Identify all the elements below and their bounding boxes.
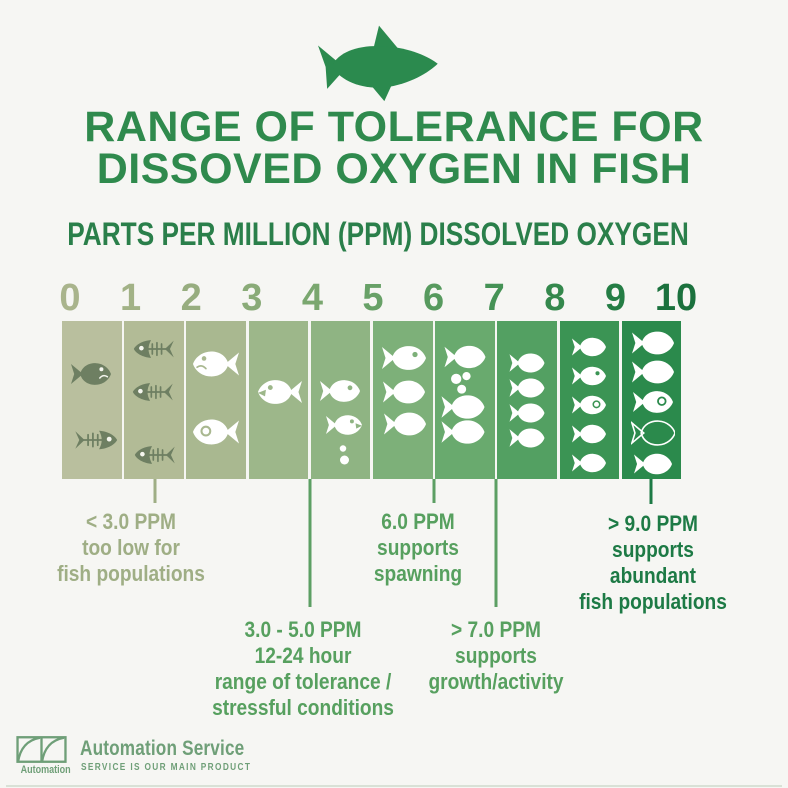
annotation-line: fish populations	[57, 561, 205, 586]
annotation-line: > 7.0 PPM	[451, 617, 541, 642]
scale-column	[373, 321, 433, 479]
annotation-line: range of tolerance /	[214, 669, 392, 694]
x-tick-label: 3	[241, 277, 263, 319]
fish-eye-icon	[382, 344, 426, 373]
annotation-text: 3.0 - 5.0 PPM 12-24 hour range of toleranc…	[212, 617, 394, 721]
fish-icon	[318, 24, 440, 102]
fish-plain-icon	[632, 358, 674, 386]
scale-column	[248, 321, 309, 479]
x-tick-label: 6	[423, 277, 445, 319]
x-tick-label: 8	[544, 277, 566, 319]
bottom-divider	[6, 785, 782, 787]
annotation-line: growth/activity	[428, 669, 564, 694]
annotation: < 3.0 PPM too low for fish populations	[46, 509, 216, 587]
annotation: 3.0 - 5.0 PPM 12-24 hour range of toleranc…	[198, 617, 407, 721]
fish-plain-icon	[572, 423, 606, 445]
fish-plain-icon	[442, 418, 485, 446]
annotation: > 9.0 PPM supports abundant fish population…	[568, 511, 738, 615]
pointer-line	[649, 479, 653, 504]
bubbles-icon	[338, 444, 350, 466]
annotation-line: 12-24 hour	[254, 643, 352, 668]
scale-column	[62, 321, 122, 479]
x-tick-label: 2	[180, 277, 202, 319]
fish-plain-icon	[384, 410, 426, 438]
annotation-line: > 9.0 PPM	[608, 511, 698, 536]
fish-plain-icon	[632, 329, 674, 357]
annotation-line: 3.0 - 5.0 PPM	[244, 617, 362, 642]
fish-ring-icon	[193, 417, 239, 447]
fish-skeleton-icon	[74, 426, 118, 455]
scale-column	[310, 321, 371, 479]
x-tick-label: 9	[604, 277, 626, 319]
pointer-line	[432, 479, 436, 503]
annotation-text: > 7.0 PPM supports growth/activity	[428, 617, 563, 695]
x-tick-label: 1	[120, 277, 142, 319]
automation-logo-icon	[16, 735, 67, 764]
fish-plain-icon	[634, 452, 672, 477]
annotation-text: > 9.0 PPM supports abundant fish population…	[579, 511, 727, 615]
fish-eye-icon	[320, 378, 360, 404]
x-tick-label: 0	[59, 277, 81, 319]
fish-plain-icon	[572, 452, 606, 474]
annotation-line: too low for	[82, 535, 180, 560]
scale-column	[186, 321, 246, 479]
title-line1: RANGE OF TOLERANCE FOR	[84, 103, 704, 151]
fish-skeleton-icon	[132, 378, 174, 406]
annotation: 6.0 PPM supports spawning	[367, 509, 468, 587]
annotation-line: supports	[612, 537, 694, 562]
annotation: > 7.0 PPM supports growth/activity	[418, 617, 573, 695]
fish-ring-icon	[572, 394, 606, 416]
x-tick-label: 4	[301, 277, 323, 319]
annotation-line: fish populations	[579, 589, 727, 614]
annotation-line: < 3.0 PPM	[86, 509, 176, 534]
scale-column	[621, 321, 682, 479]
fish-plain-icon	[510, 402, 545, 425]
scale-column	[124, 321, 184, 479]
fish-plain-icon	[572, 336, 606, 358]
x-tick-label: 10	[654, 277, 698, 319]
pointer-line	[308, 479, 312, 607]
fish-skeleton-icon	[133, 335, 175, 363]
fish-ring-icon	[633, 389, 673, 415]
fish-open-icon	[326, 413, 362, 437]
fish-plain-icon	[383, 378, 425, 406]
brand-name: Automation Service	[80, 736, 245, 760]
fish-plain-icon	[510, 377, 545, 400]
annotation-line: stressful conditions	[212, 695, 394, 720]
annotation-text: < 3.0 PPM too low for fish populations	[57, 509, 205, 587]
page-title: RANGE OF TOLERANCE FOR DISSOVED OXYGEN I…	[0, 103, 788, 193]
bubbles-icon	[450, 372, 472, 394]
logo-caption: Automation	[20, 764, 71, 776]
fish-open-icon	[258, 378, 302, 407]
annotation-text: 6.0 PPM supports spawning	[374, 509, 462, 587]
scale-column	[559, 321, 620, 479]
annotation-line: supports	[377, 535, 459, 560]
fish-sad-icon	[193, 349, 239, 379]
fish-plain-icon	[510, 352, 545, 375]
pointer-line	[494, 479, 498, 607]
annotation-line: abundant	[609, 563, 697, 588]
annotation-line: supports	[455, 643, 537, 668]
fish-sad-icon	[71, 361, 111, 387]
fish-outline-icon	[630, 419, 675, 448]
page-subtitle: PARTS PER MILLION (PPM) DISSOLVED OXYGEN	[67, 216, 689, 252]
fish-plain-icon	[442, 393, 485, 421]
fish-eye-icon	[572, 365, 606, 387]
x-tick-label: 7	[483, 277, 505, 319]
x-tick-label: 5	[362, 277, 384, 319]
annotation-line: spawning	[373, 561, 463, 586]
scale-column	[435, 321, 495, 479]
title-line2: DISSOVED OXYGEN IN FISH	[96, 145, 692, 193]
scale-column	[497, 321, 557, 479]
fish-skeleton-icon	[134, 441, 176, 469]
annotation-line: 6.0 PPM	[381, 509, 455, 534]
pointer-line	[153, 479, 157, 503]
fish-plain-icon	[510, 427, 545, 450]
fish-plain-icon	[445, 344, 486, 371]
brand-tagline: SERVICE IS OUR MAIN PRODUCT	[81, 761, 252, 773]
